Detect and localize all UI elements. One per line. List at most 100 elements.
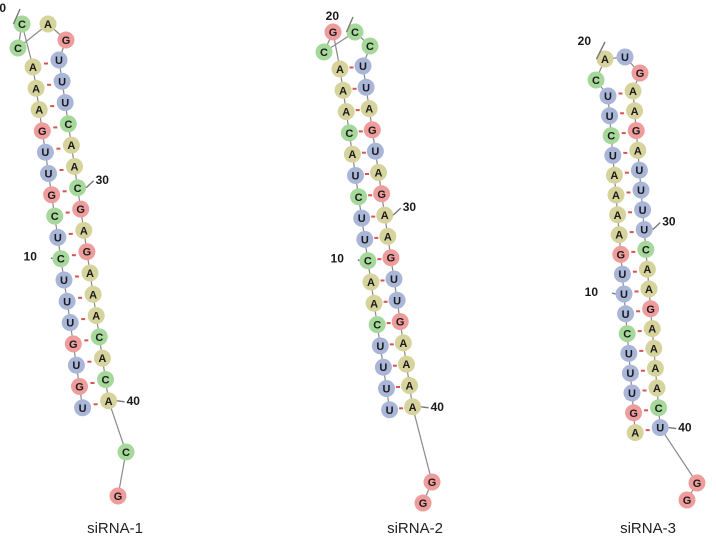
backbone-segment [108, 400, 127, 453]
nucleotide-letter: A [643, 264, 651, 276]
left-strand-nucleotide: C [368, 316, 386, 334]
nucleotide-circle [97, 371, 114, 388]
nucleotide-circle [69, 179, 87, 197]
structure-2: GCCCAAACAUCUUCAACUUUUUUAGUAGAAGUUGAAAAGG… [315, 9, 445, 512]
nucleotide-letter: G [428, 477, 437, 489]
nucleotide-letter: C [95, 332, 103, 344]
nucleotide-letter: U [61, 98, 69, 110]
right-strand-nucleotide: G [72, 200, 90, 218]
nucleotide-circle [55, 271, 73, 289]
nucleotide-letter: A [406, 381, 414, 393]
left-strand-nucleotide: C [46, 207, 64, 225]
nucleotide-letter: U [379, 362, 387, 374]
right-strand-nucleotide: U [50, 51, 68, 69]
nucleotide-circle [53, 72, 71, 90]
left-strand-nucleotide: U [615, 285, 633, 303]
nucleotide-circle [343, 145, 361, 163]
nucleotide-letter: G [629, 408, 638, 420]
left-strand-nucleotide: U [353, 209, 371, 227]
left-strand-nucleotide: U [623, 384, 641, 402]
nucleotide-letter: A [612, 190, 620, 202]
right-strand-nucleotide: U [366, 142, 384, 160]
nucleotide-letter: U [358, 213, 366, 225]
nucleotide-letter: A [89, 289, 97, 301]
left-strand-nucleotide: A [337, 103, 355, 121]
right-strand-nucleotide: U [634, 201, 652, 219]
nucleotide-circle [637, 240, 655, 258]
nucleotide-circle [356, 230, 374, 248]
position-tick [117, 400, 125, 403]
nucleotide-circle [397, 355, 415, 373]
nucleotide-circle [642, 300, 660, 318]
nucleotide-circle [337, 103, 355, 121]
loop-nucleotide: C [9, 39, 27, 57]
nucleotide-circle [623, 384, 641, 402]
nucleotide-letter: A [339, 85, 347, 97]
nucleotide-letter: U [604, 91, 612, 103]
nucleotide-letter: C [592, 75, 600, 87]
nucleotide-letter: U [609, 150, 617, 162]
nucleotide-circle [93, 349, 111, 367]
nucleotide-circle [651, 419, 669, 437]
nucleotide-letter: U [626, 368, 634, 380]
left-strand-nucleotide: G [625, 404, 643, 422]
nucleotide-letter: C [74, 183, 82, 195]
position-tick [345, 16, 354, 33]
nucleotide-circle [620, 344, 638, 362]
right-strand-nucleotide: A [626, 102, 644, 120]
nucleotide-circle [423, 473, 441, 491]
nucleotide-letter: U [54, 232, 62, 244]
left-strand-nucleotide: G [43, 186, 61, 204]
nucleotide-letter: C [345, 128, 353, 140]
nucleotide-circle [324, 23, 342, 41]
position-tick [357, 259, 360, 262]
position-label-40: 40 [127, 394, 141, 408]
nucleotide-circle [621, 364, 639, 382]
right-strand-nucleotide: A [624, 82, 642, 100]
nucleotide-letter: A [71, 162, 79, 174]
left-strand-nucleotide: U [381, 401, 399, 419]
nucleotide-letter: U [656, 423, 664, 435]
position-label-20: 20 [578, 34, 592, 48]
nucleotide-letter: A [650, 343, 658, 355]
right-strand-nucleotide: A [87, 307, 105, 325]
nucleotide-letter: G [419, 498, 428, 510]
nucleotide-letter: U [637, 185, 645, 197]
nucleotide-circle [631, 64, 649, 82]
nucleotide-letter: U [606, 111, 614, 123]
right-strand-nucleotide: U [388, 291, 406, 309]
nucleotide-letter: A [365, 104, 373, 116]
nucleotide-letter: G [83, 247, 92, 259]
position-label-40: 40 [431, 400, 445, 414]
nucleotide-letter: A [645, 284, 653, 296]
left-strand-nucleotide: A [343, 145, 361, 163]
nucleotide-circle [601, 107, 619, 125]
nucleotide-circle [624, 82, 642, 100]
right-strand-nucleotide: A [66, 158, 83, 175]
nucleotide-letter: A [342, 107, 350, 119]
nucleotide-letter: U [386, 405, 394, 417]
right-strand-nucleotide: U [357, 78, 375, 96]
left-strand-nucleotide: U [40, 165, 57, 182]
nucleotide-letter: U [618, 269, 626, 281]
nucleotide-letter: G [76, 204, 85, 216]
loop-nucleotide: G [57, 31, 75, 49]
nucleotide-letter: U [55, 55, 63, 67]
nucleotide-circle [615, 285, 633, 303]
right-strand-nucleotide: A [93, 349, 111, 367]
nucleotide-letter: C [373, 320, 381, 332]
nucleotide-circle [401, 377, 418, 394]
nucleotide-circle [630, 161, 648, 179]
nucleotide-circle [360, 100, 378, 118]
nucleotide-letter: U [72, 360, 80, 372]
left-strand-nucleotide: C [350, 188, 368, 206]
nucleotide-circle [315, 43, 333, 61]
right-strand-nucleotide: A [75, 221, 93, 239]
nucleotide-letter: U [371, 146, 379, 158]
nucleotide-circle [613, 265, 631, 283]
nucleotide-circle [58, 292, 76, 310]
nucleotide-letter: G [387, 253, 396, 265]
left-strand-nucleotide: U [67, 356, 85, 374]
caption-sirna-3: siRNA-3 [620, 520, 676, 537]
nucleotide-circle [363, 121, 381, 139]
